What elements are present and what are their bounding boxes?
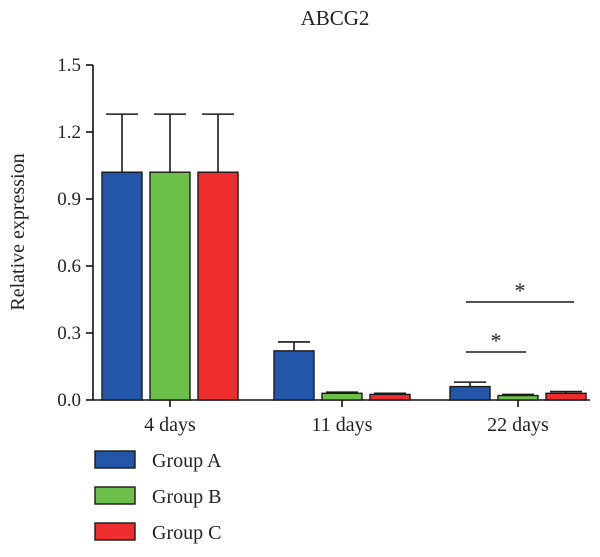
chart-title: ABCG2 bbox=[301, 6, 370, 30]
y-tick-label: 1.5 bbox=[57, 55, 81, 76]
bar bbox=[197, 171, 239, 401]
bar bbox=[101, 171, 143, 401]
bar bbox=[273, 350, 315, 401]
y-tick-label: 0.6 bbox=[57, 256, 81, 277]
y-tick-label: 0.0 bbox=[57, 390, 81, 411]
bar bbox=[149, 171, 191, 401]
bar bbox=[369, 393, 411, 401]
y-tick-label: 0.3 bbox=[57, 323, 81, 344]
legend: Group A Group B Group C bbox=[94, 450, 222, 544]
bar bbox=[449, 385, 491, 401]
significance-star: * bbox=[515, 278, 526, 303]
y-tick-label: 0.9 bbox=[57, 189, 81, 210]
x-tick-label: 4 days bbox=[144, 414, 196, 436]
legend-label: Group C bbox=[152, 522, 221, 544]
bar bbox=[497, 394, 539, 401]
legend-label: Group A bbox=[152, 450, 222, 472]
bar bbox=[545, 392, 587, 401]
x-tick-label: 22 days bbox=[487, 414, 549, 436]
y-tick-label: 1.2 bbox=[57, 122, 81, 143]
legend-label: Group B bbox=[152, 486, 221, 508]
y-axis-label: Relative expression bbox=[7, 153, 29, 310]
legend-swatch bbox=[94, 450, 136, 469]
legend-swatch bbox=[94, 522, 136, 541]
legend-swatch bbox=[94, 486, 136, 505]
x-tick-label: 11 days bbox=[312, 414, 373, 436]
significance-star: * bbox=[491, 328, 502, 353]
bar bbox=[321, 392, 363, 401]
plot-area: 0.0 0.3 0.6 0.9 1.2 1.5 4 days 11 days 22 days * * bbox=[57, 55, 590, 436]
